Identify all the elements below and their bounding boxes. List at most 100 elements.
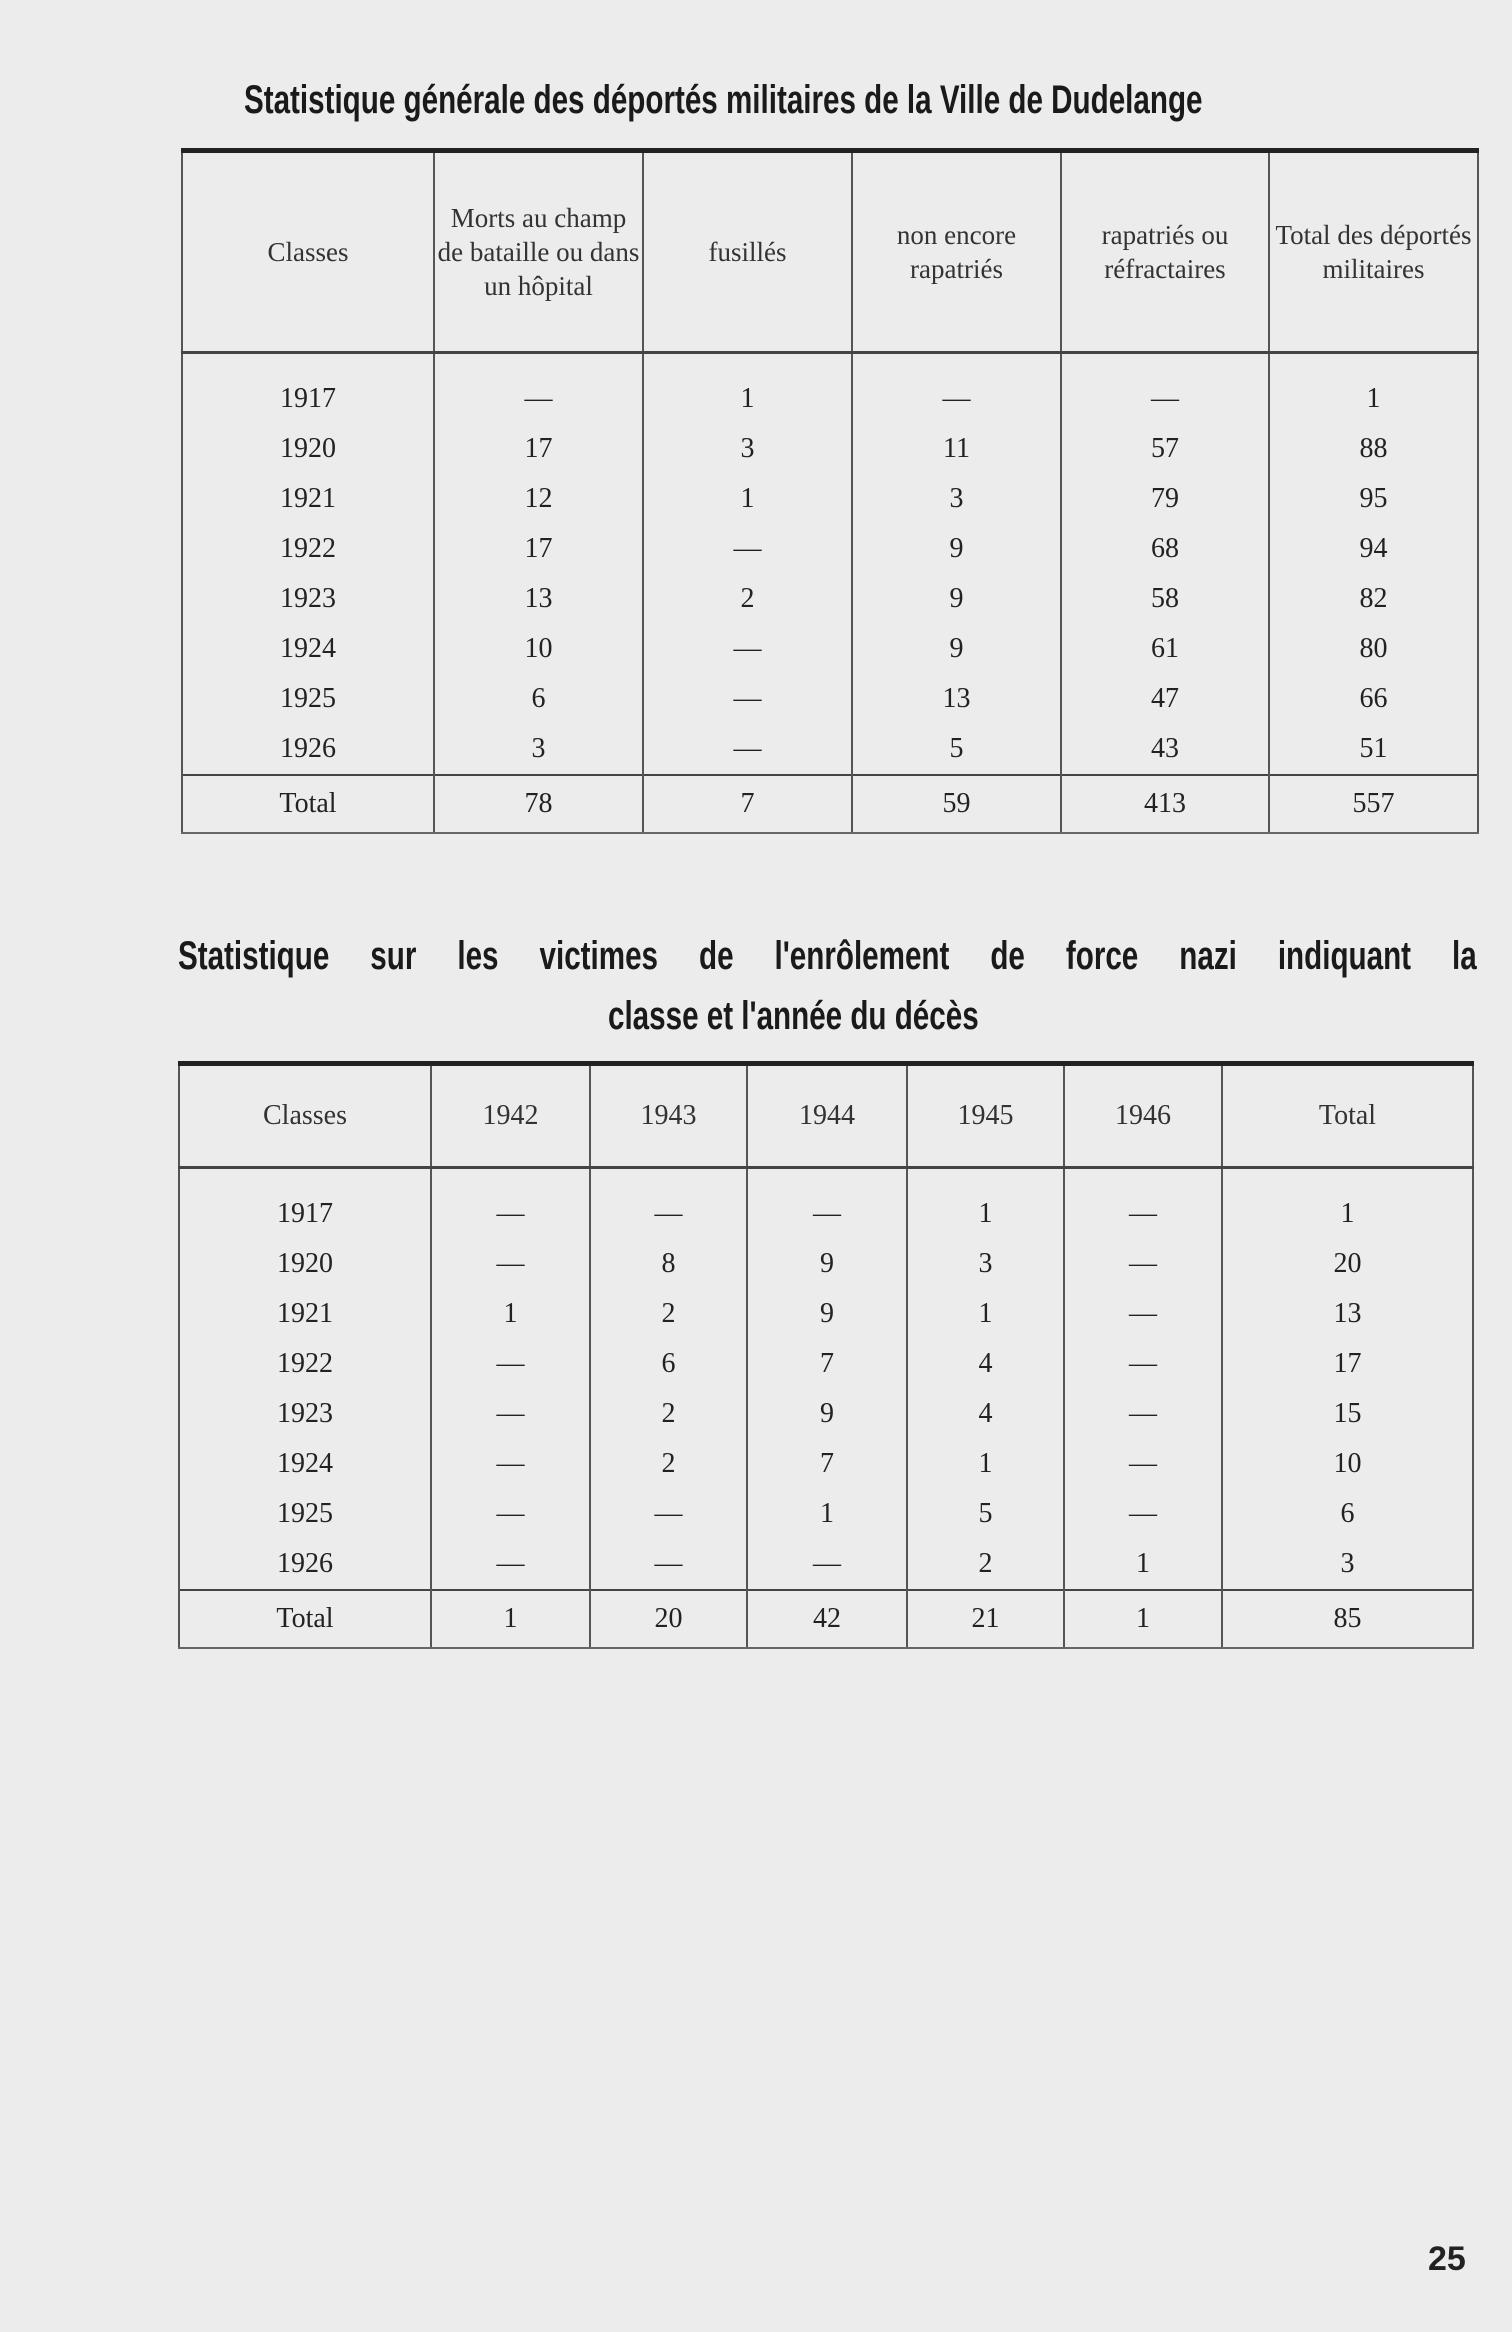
total-cell: 42 <box>746 1589 908 1649</box>
value-cell: — <box>430 1539 591 1590</box>
value-cell: 1 <box>642 352 853 424</box>
value-cell: — <box>642 674 853 724</box>
value-cell: 9 <box>746 1239 908 1289</box>
class-year-cell: 1922 <box>181 524 435 574</box>
column-header: Classes <box>181 148 435 354</box>
value-cell: — <box>430 1167 591 1239</box>
table-total-row: Total 1 20 42 21 1 85 <box>178 1589 1474 1649</box>
table-total-row: Total 78 7 59 413 557 <box>181 774 1479 834</box>
table-row: 1917—1— —1 <box>181 352 1479 424</box>
value-cell: — <box>430 1389 591 1439</box>
value-cell: — <box>851 352 1062 424</box>
value-cell: — <box>589 1539 748 1590</box>
value-cell: 3 <box>906 1239 1065 1289</box>
value-cell: 2 <box>642 574 853 624</box>
table-row: 1923 13 2 9 58 82 <box>181 574 1479 624</box>
class-year-cell: 1920 <box>181 424 435 474</box>
column-header: rapatriés ou réfractaires <box>1060 148 1270 354</box>
value-cell: 88 <box>1268 424 1479 474</box>
class-year-cell: 1917 <box>178 1167 432 1239</box>
value-cell: 7 <box>746 1339 908 1389</box>
column-header: 1944 <box>746 1061 908 1169</box>
total-cell: 413 <box>1060 774 1270 834</box>
column-header: Total des déportés militaires <box>1268 148 1479 354</box>
value-cell: 17 <box>1221 1339 1474 1389</box>
value-cell: 3 <box>433 724 644 775</box>
table-header-row: Classes Morts au champ de bataille ou dan… <box>181 148 1479 354</box>
value-cell: — <box>430 1239 591 1289</box>
value-cell: 57 <box>1060 424 1270 474</box>
class-year-cell: 1924 <box>178 1439 432 1489</box>
total-cell: 59 <box>851 774 1062 834</box>
value-cell: 1 <box>906 1439 1065 1489</box>
table-row: 1921 1 2 9 1—13 <box>178 1289 1474 1339</box>
value-cell: 9 <box>851 624 1062 674</box>
total-cell: 20 <box>589 1589 748 1649</box>
value-cell: 7 <box>746 1439 908 1489</box>
value-cell: 9 <box>746 1289 908 1339</box>
table-row: 1926 3—5 43 51 <box>181 724 1479 775</box>
table-row: 1925— —1 5—6 <box>178 1489 1474 1539</box>
value-cell: — <box>746 1167 908 1239</box>
class-year-cell: 1921 <box>181 474 435 524</box>
value-cell: 80 <box>1268 624 1479 674</box>
total-cell: 78 <box>433 774 644 834</box>
value-cell: — <box>589 1167 748 1239</box>
value-cell: 58 <box>1060 574 1270 624</box>
table-row: 1924—2 7 1—10 <box>178 1439 1474 1489</box>
value-cell: — <box>1060 352 1270 424</box>
value-cell: — <box>642 724 853 775</box>
value-cell: 6 <box>589 1339 748 1389</box>
column-header: 1946 <box>1063 1061 1223 1169</box>
value-cell: 1 <box>1221 1167 1474 1239</box>
column-header: 1942 <box>430 1061 591 1169</box>
value-cell: 1 <box>642 474 853 524</box>
table-row: 1926— — —2 1 3 <box>178 1539 1474 1590</box>
column-header: 1945 <box>906 1061 1065 1169</box>
table-row: 1917— — —1—1 <box>178 1167 1474 1239</box>
table1-title: Statistique générale des déportés milita… <box>244 78 1203 122</box>
value-cell: 13 <box>851 674 1062 724</box>
value-cell: 68 <box>1060 524 1270 574</box>
value-cell: — <box>433 352 644 424</box>
value-cell: 17 <box>433 424 644 474</box>
value-cell: 95 <box>1268 474 1479 524</box>
table2-title-line2: classe et l'année du décès <box>608 994 979 1038</box>
total-cell: 7 <box>642 774 853 834</box>
class-year-cell: 1920 <box>178 1239 432 1289</box>
value-cell: 6 <box>1221 1489 1474 1539</box>
total-cell: 85 <box>1221 1589 1474 1649</box>
value-cell: 2 <box>906 1539 1065 1590</box>
value-cell: 82 <box>1268 574 1479 624</box>
value-cell: 94 <box>1268 524 1479 574</box>
class-year-cell: 1921 <box>178 1289 432 1339</box>
value-cell: — <box>1063 1489 1223 1539</box>
total-cell: 1 <box>430 1589 591 1649</box>
value-cell: — <box>746 1539 908 1590</box>
value-cell: 47 <box>1060 674 1270 724</box>
value-cell: 13 <box>433 574 644 624</box>
value-cell: — <box>1063 1389 1223 1439</box>
total-label: Total <box>181 774 435 834</box>
table-header-row: Classes 1942 1943 1944 1945 1946 Total <box>178 1061 1474 1169</box>
value-cell: 15 <box>1221 1389 1474 1439</box>
column-header: fusillés <box>642 148 853 354</box>
total-label: Total <box>178 1589 432 1649</box>
deportes-militaires-table: Classes Morts au champ de bataille ou dan… <box>181 148 1479 834</box>
class-year-cell: 1926 <box>181 724 435 775</box>
value-cell: 11 <box>851 424 1062 474</box>
column-header: Total <box>1221 1061 1474 1169</box>
class-year-cell: 1925 <box>178 1489 432 1539</box>
class-year-cell: 1917 <box>181 352 435 424</box>
value-cell: 6 <box>433 674 644 724</box>
column-header: Morts au champ de bataille ou dans un hô… <box>433 148 644 354</box>
table-row: 1923—2 9 4—15 <box>178 1389 1474 1439</box>
class-year-cell: 1926 <box>178 1539 432 1590</box>
value-cell: 66 <box>1268 674 1479 724</box>
value-cell: — <box>430 1489 591 1539</box>
table-row: 1924 10—9 61 80 <box>181 624 1479 674</box>
class-year-cell: 1922 <box>178 1339 432 1389</box>
class-year-cell: 1923 <box>181 574 435 624</box>
value-cell: 3 <box>642 424 853 474</box>
value-cell: 20 <box>1221 1239 1474 1289</box>
